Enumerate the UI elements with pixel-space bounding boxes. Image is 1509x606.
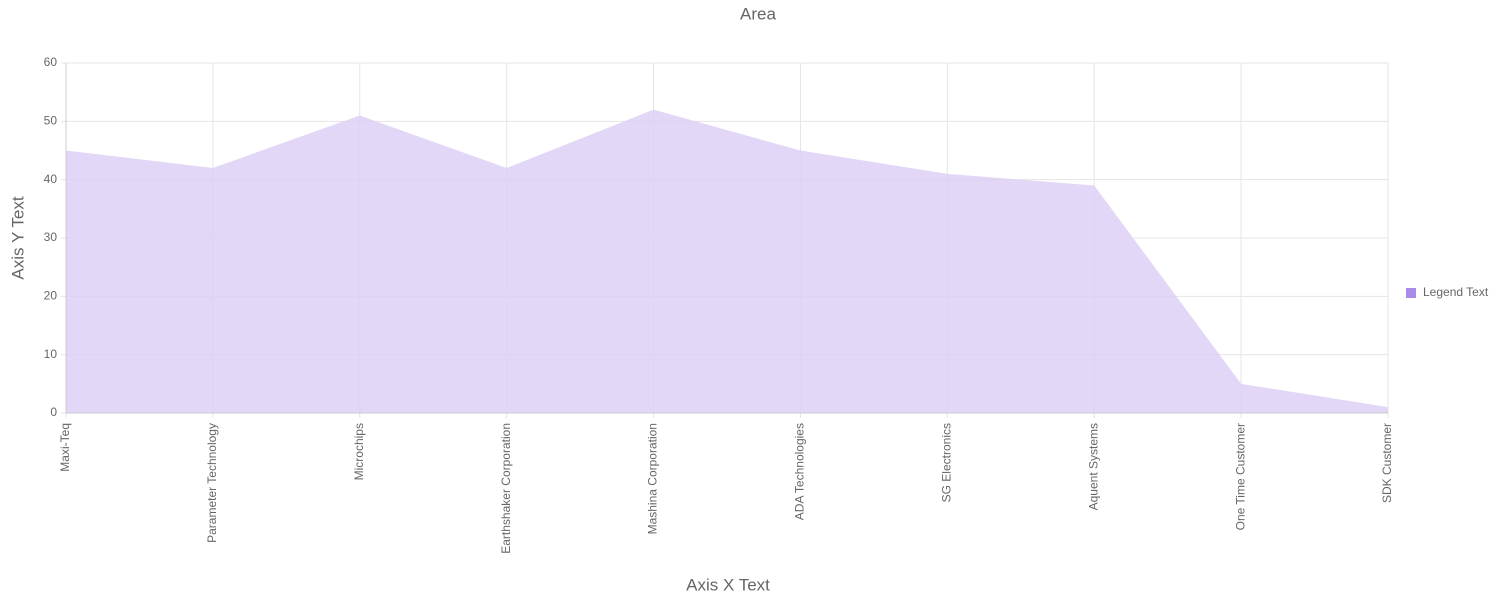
x-tick-label: Earthshaker Corporation [499,423,513,554]
x-tick-label: Aquent Systems [1086,423,1100,510]
y-tick-label: 0 [50,405,57,419]
x-tick-label: Mashina Corporation [646,423,660,534]
y-tick-label: 20 [44,289,58,303]
x-tick-label: Parameter Technology [205,423,219,543]
x-tick-label: Maxi-Teq [58,423,72,472]
y-tick-label: 30 [44,230,58,244]
x-tick-label: Microchips [352,423,366,480]
x-tick-label: SDK Customer [1380,423,1394,503]
y-tick-label: 10 [44,347,58,361]
y-tick-label: 60 [44,55,58,69]
y-tick-label: 40 [44,172,58,186]
legend-label: Legend Text [1423,285,1489,299]
x-tick-label: SG Electronics [940,423,954,502]
area [66,109,1388,414]
y-tick-label: 50 [44,114,58,128]
x-tick-label: One Time Customer [1233,423,1247,530]
y-axis-title: Axis Y Text [8,196,27,279]
chart-title: Area [740,4,776,23]
x-axis-title: Axis X Text [686,575,770,594]
x-tick-label: ADA Technologies [793,423,807,520]
legend-swatch [1406,288,1416,298]
